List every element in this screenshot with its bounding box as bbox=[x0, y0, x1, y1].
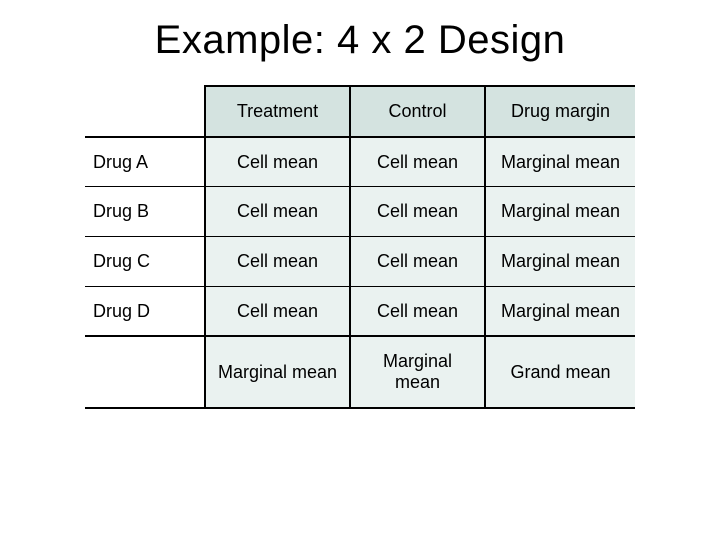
cell: Cell mean bbox=[350, 137, 485, 187]
cell: Cell mean bbox=[205, 237, 350, 287]
header-drug-margin: Drug margin bbox=[485, 86, 635, 137]
cell: Cell mean bbox=[205, 187, 350, 237]
cell: Cell mean bbox=[205, 137, 350, 187]
header-blank bbox=[85, 86, 205, 137]
footer-cell: Marginal mean bbox=[205, 336, 350, 407]
cell: Marginal mean bbox=[485, 237, 635, 287]
table-header-row: Treatment Control Drug margin bbox=[85, 86, 635, 137]
row-label: Drug B bbox=[85, 187, 205, 237]
row-label: Drug C bbox=[85, 237, 205, 287]
table-footer-row: Marginal mean Marginal mean Grand mean bbox=[85, 336, 635, 407]
footer-blank bbox=[85, 336, 205, 407]
cell: Marginal mean bbox=[485, 286, 635, 336]
table-row: Drug A Cell mean Cell mean Marginal mean bbox=[85, 137, 635, 187]
table-row: Drug D Cell mean Cell mean Marginal mean bbox=[85, 286, 635, 336]
footer-cell: Marginal mean bbox=[350, 336, 485, 407]
cell: Cell mean bbox=[350, 237, 485, 287]
cell: Cell mean bbox=[205, 286, 350, 336]
header-treatment: Treatment bbox=[205, 86, 350, 137]
row-label: Drug D bbox=[85, 286, 205, 336]
table-row: Drug C Cell mean Cell mean Marginal mean bbox=[85, 237, 635, 287]
table-row: Drug B Cell mean Cell mean Marginal mean bbox=[85, 187, 635, 237]
header-control: Control bbox=[350, 86, 485, 137]
footer-cell: Grand mean bbox=[485, 336, 635, 407]
row-label: Drug A bbox=[85, 137, 205, 187]
cell: Marginal mean bbox=[485, 137, 635, 187]
cell: Cell mean bbox=[350, 286, 485, 336]
cell: Cell mean bbox=[350, 187, 485, 237]
slide-title: Example: 4 x 2 Design bbox=[0, 0, 720, 77]
design-table: Treatment Control Drug margin Drug A Cel… bbox=[85, 85, 635, 409]
cell: Marginal mean bbox=[485, 187, 635, 237]
